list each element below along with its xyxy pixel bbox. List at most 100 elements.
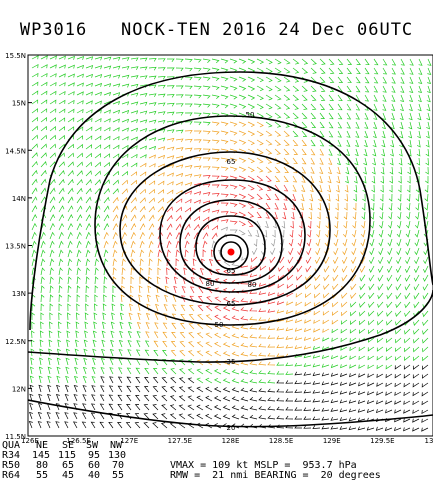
wind-barb bbox=[112, 240, 118, 249]
wind-barb bbox=[353, 193, 357, 202]
wind-barb bbox=[164, 294, 169, 303]
wind-barb bbox=[175, 67, 184, 72]
wind-barb bbox=[222, 306, 231, 312]
wind-barb bbox=[121, 66, 130, 70]
wind-barb bbox=[314, 283, 321, 290]
wind-barb bbox=[121, 276, 126, 285]
wind-barb bbox=[267, 397, 276, 402]
wind-barb bbox=[247, 211, 255, 218]
wind-barb bbox=[238, 130, 247, 136]
wind-barb bbox=[361, 220, 366, 229]
wind-barb bbox=[119, 321, 124, 330]
wind-barb bbox=[343, 211, 348, 220]
wind-barb bbox=[31, 160, 38, 168]
wind-barb bbox=[58, 196, 65, 204]
wind-barb bbox=[403, 364, 411, 370]
wind-barb bbox=[364, 76, 370, 84]
wind-barb bbox=[130, 75, 139, 79]
wind-barb bbox=[135, 349, 141, 357]
wind-barb bbox=[56, 366, 61, 375]
wind-barb bbox=[112, 285, 116, 294]
wind-barb bbox=[112, 267, 117, 276]
wind-barb bbox=[175, 112, 184, 116]
wind-barb bbox=[323, 283, 330, 290]
wind-barb bbox=[85, 303, 89, 312]
wind-barb bbox=[139, 258, 144, 267]
wind-barb bbox=[399, 103, 404, 112]
wind-barb bbox=[282, 211, 287, 220]
wind-barb bbox=[40, 240, 46, 249]
wind-barb bbox=[101, 330, 106, 339]
wind-barb bbox=[49, 294, 54, 303]
wind-barb bbox=[157, 120, 166, 124]
wind-barb bbox=[341, 292, 348, 299]
wind-barb bbox=[337, 94, 343, 102]
wind-barb bbox=[408, 130, 413, 139]
wind-barb bbox=[327, 184, 332, 193]
wind-barb bbox=[170, 359, 177, 366]
wind-barb bbox=[339, 381, 348, 386]
wind-barb bbox=[358, 373, 366, 378]
wind-barb bbox=[67, 294, 72, 303]
wind-barb bbox=[372, 157, 376, 166]
wind-barb bbox=[58, 276, 63, 285]
wind-barb bbox=[328, 67, 335, 74]
wind-barb bbox=[139, 205, 146, 213]
wind-barb bbox=[76, 205, 83, 213]
wind-barb bbox=[332, 283, 339, 291]
lat-tick-label: 13.5N bbox=[5, 243, 26, 251]
wind-barb bbox=[319, 58, 326, 65]
wind-barb bbox=[283, 202, 288, 211]
lat-tick-label: 15.5N bbox=[5, 52, 26, 60]
wind-barb bbox=[371, 184, 375, 193]
wind-barb bbox=[199, 267, 204, 276]
wind-barb bbox=[373, 103, 378, 111]
wind-barb bbox=[306, 247, 312, 256]
wind-barb bbox=[340, 328, 348, 334]
wind-barb bbox=[349, 337, 357, 343]
wind-barb bbox=[58, 312, 62, 321]
wind-barb bbox=[408, 121, 413, 130]
wind-barb bbox=[157, 206, 164, 213]
wind-barb bbox=[405, 256, 411, 265]
wind-barb bbox=[229, 220, 238, 225]
wind-barb bbox=[422, 337, 429, 344]
wind-barb bbox=[346, 103, 352, 111]
wind-barb bbox=[256, 166, 264, 173]
wind-barb bbox=[359, 292, 366, 300]
wind-barb bbox=[202, 240, 208, 249]
wind-barb bbox=[93, 321, 98, 330]
wind-barb bbox=[276, 415, 285, 420]
wind-barb bbox=[175, 155, 184, 160]
wind-barb bbox=[249, 316, 258, 321]
wind-barb bbox=[267, 379, 276, 384]
wind-barb bbox=[117, 412, 123, 420]
wind-barb bbox=[211, 67, 220, 73]
storm-date: 24 Dec bbox=[278, 20, 346, 40]
wind-barb bbox=[112, 205, 119, 213]
wind-barb bbox=[373, 67, 379, 75]
wind-barb bbox=[288, 247, 294, 256]
wind-barb bbox=[76, 170, 83, 177]
wind-barb bbox=[265, 76, 273, 83]
wind-barb bbox=[375, 409, 384, 414]
wind-barb bbox=[330, 390, 339, 395]
wind-barb bbox=[256, 121, 264, 128]
wind-barb bbox=[294, 362, 303, 367]
wind-barb bbox=[85, 117, 93, 123]
wind-barb bbox=[371, 175, 376, 184]
wind-barb bbox=[312, 407, 321, 412]
wind-barb bbox=[39, 339, 44, 348]
wind-barb bbox=[341, 274, 348, 282]
wind-barb bbox=[148, 223, 155, 231]
wind-barb bbox=[112, 83, 121, 88]
wind-barb bbox=[85, 179, 92, 186]
wind-barb bbox=[211, 232, 218, 240]
wind-barb bbox=[297, 238, 303, 247]
wind-barb bbox=[85, 56, 94, 61]
storm-name: NOCK-TEN bbox=[120, 20, 211, 40]
wind-barb bbox=[247, 184, 255, 191]
wind-barb bbox=[301, 67, 309, 74]
wind-barb bbox=[31, 258, 37, 267]
wind-barb bbox=[57, 321, 62, 330]
